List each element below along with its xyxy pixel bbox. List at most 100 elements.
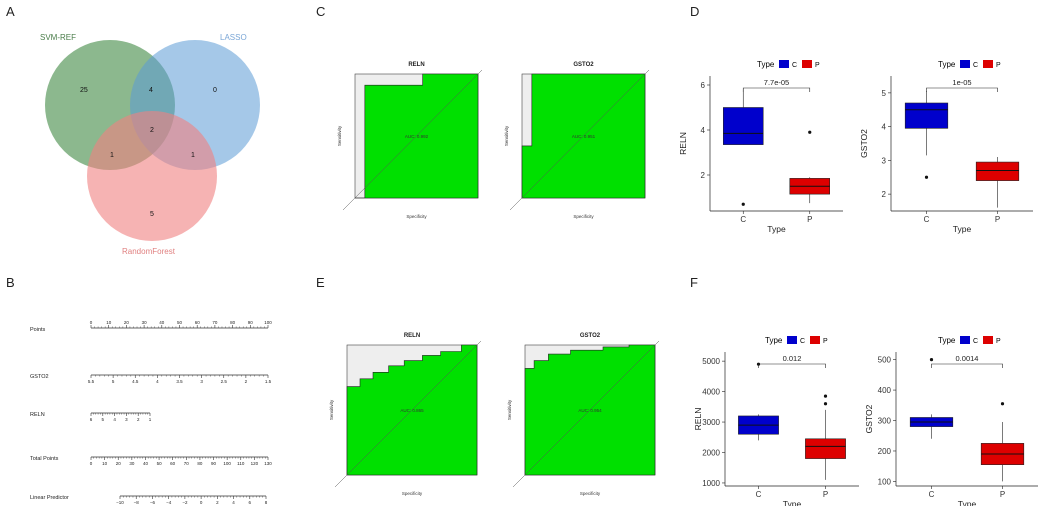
x-axis-title: Type [953, 224, 972, 234]
y-tick-label: 1000 [702, 479, 720, 488]
y-tick-label: 200 [878, 447, 892, 456]
venn-label-rf: RandomForest [122, 247, 176, 256]
x-axis-title: Type [767, 224, 786, 234]
roc-ylabel: Sensitivity [329, 399, 334, 420]
roc-panel-e: RELN AUC: 0.865 Specificity Sensitivity GSTO… [329, 333, 660, 496]
roc-ylabel: Sensitivity [337, 125, 342, 146]
y-tick-label: 300 [878, 417, 892, 426]
x-tick-label: C [929, 490, 935, 499]
legend-label-c: C [973, 338, 978, 345]
y-axis-title: RELN [693, 408, 703, 431]
nomogram-tick-label: 130 [264, 461, 272, 466]
nomogram-tick-label: 100 [223, 461, 231, 466]
legend-label-p: P [823, 338, 828, 345]
roc-title: GSTO2 [573, 62, 594, 68]
roc-xlabel: Specificity [406, 214, 427, 219]
legend-swatch-c [960, 336, 970, 344]
y-tick-label: 4 [701, 126, 706, 135]
legend-label-c: C [973, 62, 978, 69]
box-outlier [1000, 402, 1005, 406]
venn-count-rf-only: 5 [150, 211, 154, 218]
venn-count-svm-only: 25 [80, 87, 88, 94]
roc-panel-c: RELN AUC: 0.992 Specificity Sensitivity GSTO… [337, 62, 650, 219]
x-axis-title: Type [958, 499, 977, 506]
nomogram-tick-label: 80 [197, 461, 203, 466]
box-outlier [823, 394, 828, 398]
venn-label-svm: SVM-REF [40, 33, 76, 42]
box-body [975, 161, 1020, 181]
pvalue-bracket [931, 363, 1003, 368]
nomogram-tick-label: 90 [248, 320, 254, 325]
y-tick-label: 6 [701, 81, 706, 90]
nomogram-tick-label: 5 [112, 379, 115, 384]
legend-label-c: C [800, 338, 805, 345]
y-tick-label: 4 [882, 123, 887, 132]
x-axis-title: Type [783, 499, 802, 506]
nomogram-tick-label: 60 [170, 461, 176, 466]
legend-title: Type [938, 336, 956, 345]
nomogram-tick-label: 20 [116, 461, 122, 466]
legend-label-p: P [815, 62, 820, 69]
nomogram-tick-label: 6 [249, 500, 252, 505]
roc-diagonal [334, 340, 482, 488]
nomogram-tick-label: 4 [232, 500, 235, 505]
x-tick-label: C [924, 215, 930, 224]
roc-diagonal [509, 69, 650, 211]
x-tick-label: P [1000, 490, 1005, 499]
pvalue-bracket [758, 363, 826, 368]
box-body [904, 102, 949, 129]
box-outlier [924, 175, 929, 179]
venn-count-svm-rf: 1 [110, 152, 114, 159]
pvalue-label: 7.7e-05 [764, 78, 789, 87]
nomogram-tick-label: 50 [157, 461, 163, 466]
nomogram-tick-label: 70 [184, 461, 190, 466]
y-axis-title: GSTO2 [859, 129, 869, 158]
legend-swatch-c [787, 336, 797, 344]
legend-swatch-p [802, 60, 812, 68]
nomogram-tick-label: 2 [245, 379, 248, 384]
y-tick-label: 100 [878, 477, 892, 486]
legend-d2: Type C P [938, 60, 1001, 69]
nomogram-tick-label: −4 [166, 500, 172, 505]
legend-title: Type [938, 60, 956, 69]
panel-label-a: A [6, 4, 15, 19]
venn-count-svm-lasso: 4 [149, 87, 153, 94]
nomogram-tick-label: 3.5 [176, 379, 183, 384]
nomogram-tick-label: 4.5 [132, 379, 139, 384]
panel-label-f: F [690, 275, 698, 290]
nomogram-tick-label: 5 [102, 417, 105, 422]
nomogram-tick-label: 100 [264, 320, 272, 325]
nomogram-tick-label: −2 [182, 500, 188, 505]
roc-ylabel: Sensitivity [507, 399, 512, 420]
x-tick-label: P [823, 490, 828, 499]
y-tick-label: 3000 [702, 418, 720, 427]
y-tick-label: 2000 [702, 449, 720, 458]
roc-auc-label: AUC: 0.951 [572, 134, 596, 139]
nomogram-tick-label: 50 [177, 320, 183, 325]
panel-label-c: C [316, 4, 325, 19]
nomogram-row-label: Linear Predictor [30, 495, 69, 501]
nomogram-row-label: RELN [30, 412, 45, 418]
venn-count-all: 2 [150, 127, 154, 134]
venn-label-lasso: LASSO [220, 33, 247, 42]
box-body [805, 438, 846, 459]
nomogram-tick-label: 40 [143, 461, 149, 466]
nomogram-tick-label: 120 [251, 461, 259, 466]
venn-count-lasso-rf: 1 [191, 152, 195, 159]
y-axis-title: GSTO2 [864, 404, 874, 433]
nomogram-tick-label: 2 [216, 500, 219, 505]
roc-diagonal [512, 340, 660, 488]
nomogram-tick-label: 30 [129, 461, 135, 466]
nomogram-tick-label: 60 [195, 320, 201, 325]
roc-title: GSTO2 [580, 333, 601, 339]
nomogram-tick-label: 70 [212, 320, 218, 325]
nomogram-tick-label: 0 [200, 500, 203, 505]
y-tick-label: 500 [878, 356, 892, 365]
y-tick-label: 5000 [702, 357, 720, 366]
pvalue-label: 0.012 [783, 354, 802, 363]
nomogram-tick-label: 5.5 [88, 379, 95, 384]
legend-swatch-p [810, 336, 820, 344]
legend-title: Type [765, 336, 783, 345]
y-axis-title: RELN [678, 132, 688, 155]
